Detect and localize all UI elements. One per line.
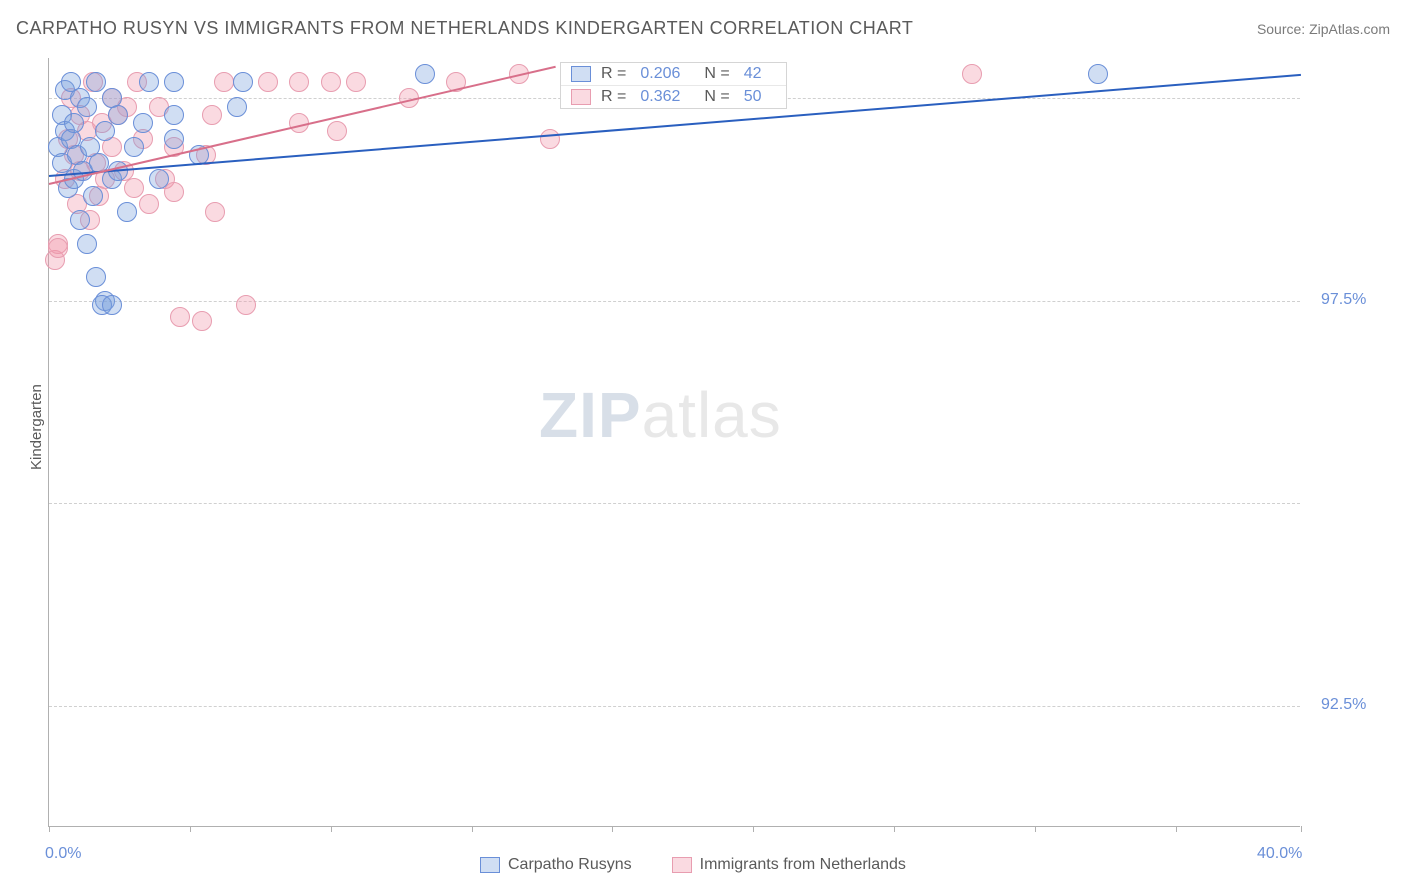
data-point-a — [139, 72, 159, 92]
watermark: ZIPatlas — [539, 378, 782, 452]
data-point-b — [327, 121, 347, 141]
data-point-b — [139, 194, 159, 214]
data-point-a — [102, 295, 122, 315]
data-point-a — [164, 129, 184, 149]
watermark-atlas: atlas — [642, 379, 782, 451]
data-point-b — [236, 295, 256, 315]
data-point-b — [192, 311, 212, 331]
data-point-a — [415, 64, 435, 84]
n-label: N = — [704, 88, 729, 106]
legend-row-a: R = 0.206 N = 42 — [561, 63, 786, 86]
x-tick — [1035, 826, 1036, 832]
y-tick-label: 97.5% — [1321, 291, 1366, 309]
data-point-a — [108, 105, 128, 125]
chart-title: CARPATHO RUSYN VS IMMIGRANTS FROM NETHER… — [16, 18, 913, 39]
x-tick — [49, 826, 50, 832]
data-point-a — [77, 97, 97, 117]
swatch-series-b — [571, 89, 591, 105]
data-point-b — [962, 64, 982, 84]
chart-container: CARPATHO RUSYN VS IMMIGRANTS FROM NETHER… — [0, 0, 1406, 892]
legend-item-b: Immigrants from Netherlands — [672, 856, 906, 874]
y-axis-title: Kindergarten — [28, 384, 45, 470]
data-point-b — [205, 202, 225, 222]
gridline-h — [49, 503, 1300, 504]
correlation-legend: R = 0.206 N = 42 R = 0.362 N = 50 — [560, 62, 787, 109]
n-value-b: 50 — [744, 88, 762, 106]
data-point-b — [48, 238, 68, 258]
data-point-a — [64, 113, 84, 133]
source-label: Source: ZipAtlas.com — [1257, 21, 1390, 37]
legend-label-b: Immigrants from Netherlands — [700, 856, 906, 874]
data-point-a — [164, 72, 184, 92]
data-point-a — [227, 97, 247, 117]
data-point-a — [133, 113, 153, 133]
legend-row-b: R = 0.362 N = 50 — [561, 86, 786, 108]
data-point-b — [124, 178, 144, 198]
x-tick — [472, 826, 473, 832]
data-point-a — [149, 169, 169, 189]
data-point-b — [540, 129, 560, 149]
legend-label-a: Carpatho Rusyns — [508, 856, 632, 874]
data-point-a — [77, 234, 97, 254]
data-point-b — [289, 72, 309, 92]
gridline-h — [49, 706, 1300, 707]
plot-area: ZIPatlas 92.5%97.5%0.0%40.0% — [48, 58, 1300, 827]
title-bar: CARPATHO RUSYN VS IMMIGRANTS FROM NETHER… — [16, 18, 1390, 39]
x-tick-label: 0.0% — [45, 845, 81, 863]
data-point-a — [117, 202, 137, 222]
legend-item-a: Carpatho Rusyns — [480, 856, 632, 874]
data-point-b — [321, 72, 341, 92]
x-tick — [894, 826, 895, 832]
data-point-b — [170, 307, 190, 327]
r-label: R = — [601, 88, 626, 106]
bottom-legend: Carpatho Rusyns Immigrants from Netherla… — [480, 856, 906, 874]
y-tick-label: 92.5% — [1321, 696, 1366, 714]
x-tick-label: 40.0% — [1257, 845, 1302, 863]
x-tick — [1301, 826, 1302, 832]
data-point-a — [86, 267, 106, 287]
swatch-series-a — [571, 66, 591, 82]
swatch-series-a — [480, 857, 500, 873]
x-tick — [190, 826, 191, 832]
n-value-a: 42 — [744, 65, 762, 83]
x-tick — [612, 826, 613, 832]
data-point-a — [1088, 64, 1108, 84]
r-value-a: 0.206 — [640, 65, 680, 83]
n-label: N = — [704, 65, 729, 83]
data-point-a — [86, 72, 106, 92]
data-point-b — [214, 72, 234, 92]
watermark-zip: ZIP — [539, 379, 642, 451]
r-value-b: 0.362 — [640, 88, 680, 106]
data-point-b — [202, 105, 222, 125]
swatch-series-b — [672, 857, 692, 873]
data-point-a — [233, 72, 253, 92]
data-point-b — [346, 72, 366, 92]
x-tick — [1176, 826, 1177, 832]
data-point-a — [124, 137, 144, 157]
data-point-a — [83, 186, 103, 206]
data-point-a — [164, 105, 184, 125]
data-point-b — [258, 72, 278, 92]
x-tick — [331, 826, 332, 832]
x-tick — [753, 826, 754, 832]
r-label: R = — [601, 65, 626, 83]
